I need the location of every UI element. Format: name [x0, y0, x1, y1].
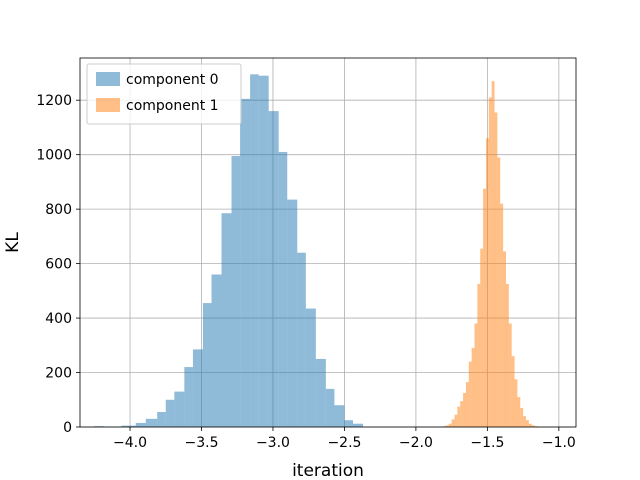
histogram-bar — [497, 157, 501, 427]
histogram-bar — [500, 203, 504, 427]
plot-frame — [79, 57, 577, 428]
histogram-bar — [121, 425, 136, 427]
histogram-bar — [503, 251, 506, 427]
histogram-bar — [278, 151, 288, 427]
histogram-bar — [508, 323, 512, 427]
histogram-bar — [505, 284, 509, 427]
y-tick-label: 1000 — [36, 148, 72, 164]
legend-label: component 1 — [126, 98, 219, 114]
legend-box — [86, 63, 242, 125]
x-axis-label: iteration — [292, 461, 364, 480]
y-tick-label: 200 — [45, 366, 72, 382]
histogram-bar — [460, 401, 464, 427]
y-axis-ticks: 0 200 400 600 800 1000 1200 — [36, 93, 80, 436]
histogram-bar — [534, 426, 538, 427]
histogram-bar — [491, 81, 495, 428]
histogram-bar — [511, 356, 515, 427]
histogram-bar — [268, 111, 279, 427]
x-tick-label: −2.0 — [399, 435, 433, 451]
histogram-bar — [528, 423, 532, 427]
histogram-bar — [165, 399, 175, 427]
histogram-bar — [514, 379, 518, 427]
histogram-bar — [184, 367, 193, 427]
histogram-bar — [474, 323, 478, 427]
y-tick-label: 0 — [63, 420, 72, 436]
x-axis-ticks: −4.0 −3.5 −3.0 −2.5 −2.0 −1.5 −1.0 — [113, 427, 576, 451]
histogram-bar — [334, 405, 345, 427]
histogram-bar — [94, 426, 105, 427]
histogram-bar — [211, 274, 222, 427]
legend: component 0 component 1 — [86, 63, 242, 125]
x-tick-label: −3.0 — [256, 435, 290, 451]
histogram-bar — [240, 98, 251, 428]
histogram-bar — [531, 425, 535, 427]
histogram-bar — [231, 156, 241, 427]
histogram-bar — [202, 303, 212, 427]
histogram-bar — [517, 397, 521, 427]
histogram-bar — [523, 416, 526, 427]
histogram-bar — [287, 199, 298, 427]
histogram-bar — [451, 419, 455, 427]
histogram-bar — [443, 426, 446, 427]
histogram-bar — [221, 213, 232, 427]
histogram-bar — [520, 407, 524, 427]
histogram-bar — [457, 406, 461, 427]
y-tick-label: 400 — [45, 311, 72, 327]
histogram-bar — [468, 361, 472, 427]
histogram-bar — [353, 423, 364, 427]
histogram-bar — [145, 418, 158, 427]
histogram-bar — [325, 388, 335, 427]
x-tick-label: −1.0 — [542, 435, 576, 451]
histogram-bar — [445, 425, 449, 427]
histogram-bar — [258, 75, 269, 427]
histogram-bar — [471, 348, 475, 427]
x-tick-label: −2.5 — [327, 435, 361, 451]
histogram-bar — [494, 112, 498, 428]
x-tick-label: −1.5 — [470, 435, 504, 451]
histogram-bar — [192, 349, 203, 427]
histogram-bar — [297, 252, 306, 427]
series-1-bars — [443, 81, 541, 428]
legend-swatch — [96, 72, 120, 86]
y-tick-label: 1200 — [36, 93, 72, 109]
series-0-bars — [94, 74, 364, 428]
histogram-bar — [480, 248, 484, 427]
histogram-bar — [135, 422, 146, 427]
histogram-bar — [463, 392, 466, 427]
histogram-bar — [454, 414, 458, 427]
histogram-bar — [488, 97, 492, 427]
histogram-bar — [344, 420, 354, 427]
histogram-bars — [94, 74, 541, 428]
histogram-bar — [448, 423, 452, 427]
x-tick-label: −4.0 — [113, 435, 147, 451]
histogram-bar — [305, 308, 316, 427]
y-tick-label: 600 — [45, 257, 72, 273]
histogram-bar — [315, 358, 326, 427]
histogram-bar — [465, 382, 469, 427]
histogram-bar — [477, 284, 481, 427]
histogram-bar — [250, 74, 259, 428]
x-tick-label: −3.5 — [184, 435, 218, 451]
histogram-bar — [485, 138, 489, 427]
histogram-bar — [157, 412, 166, 427]
histogram-bar — [174, 391, 185, 427]
y-axis-label: KL — [3, 232, 23, 253]
legend-label: component 0 — [126, 72, 219, 88]
histogram-bar — [525, 420, 529, 427]
legend-swatch — [96, 98, 120, 112]
histogram-bar — [483, 188, 486, 427]
y-tick-label: 800 — [45, 202, 72, 218]
